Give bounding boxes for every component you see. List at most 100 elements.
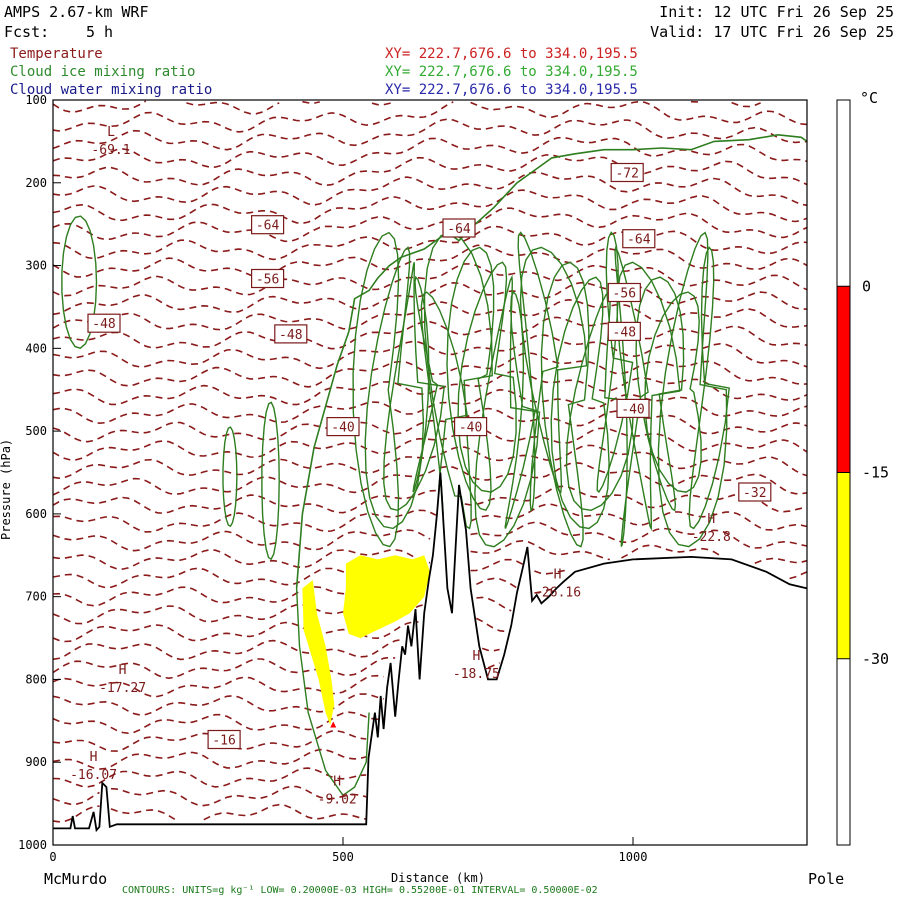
temperature-contour-line — [52, 407, 808, 443]
cloud-ice-contour-line — [519, 246, 588, 494]
temperature-label: -40 — [331, 421, 354, 436]
temperature-label: -16 — [212, 734, 235, 749]
temperature-label: -48 — [613, 325, 636, 340]
temperature-contour-line — [52, 656, 396, 680]
forecast-value: 5 h — [86, 23, 113, 41]
field-temperature: Temperature — [10, 46, 103, 62]
temperature-label: -40 — [621, 402, 644, 417]
valid-time: Valid: 17 UTC Fri 26 Sep 25 — [650, 23, 894, 41]
yellow-fill-regions — [302, 555, 430, 728]
extremum-value: -16.07 — [70, 768, 117, 783]
temperature-contour-line — [52, 136, 808, 168]
temperature-label-box — [610, 162, 644, 183]
colorbar-segment — [837, 472, 850, 659]
extremum-kind: H — [90, 750, 98, 765]
temperature-contour-line — [481, 647, 500, 652]
cloud-ice-contour-line — [423, 231, 493, 530]
temperature-contour-line — [52, 101, 454, 133]
temperature-label-box — [607, 282, 641, 303]
field-cloud-water: Cloud water mixing ratio — [10, 82, 212, 98]
temperature-contour-line — [470, 558, 524, 572]
colorbar-segment — [837, 100, 850, 287]
temperature-label-box — [251, 215, 285, 235]
temperature-label: -64 — [447, 222, 471, 237]
temperature-contour-line — [52, 711, 384, 735]
temperature-contour-line — [487, 662, 500, 669]
cloud-ice-contour-line — [446, 246, 495, 512]
colorbar-segment — [837, 286, 850, 473]
x-end-label: Pole — [808, 870, 844, 888]
cloud-ice-contour-line — [352, 231, 400, 548]
model-title: AMPS 2.67-km WRF — [4, 3, 149, 21]
temperature-label-box — [326, 417, 360, 437]
temperature-label: -48 — [279, 328, 302, 343]
temperature-label-box — [251, 268, 285, 289]
cloud-ice-contour-line — [616, 261, 681, 532]
temperature-contour-line — [302, 100, 320, 105]
temperature-contour-line — [52, 207, 808, 243]
temperature-label: -48 — [92, 317, 115, 332]
y-axis-label: Pressure (hPa) — [0, 439, 13, 540]
temperature-contour-line — [470, 539, 610, 561]
temperature-contour-line — [52, 154, 808, 187]
x-tick-label: 1000 — [619, 850, 648, 864]
cloud-ice-contour-line — [474, 274, 541, 548]
temperature-contour-line — [52, 244, 808, 278]
cloud-ice-contour-line — [540, 261, 590, 548]
temperature-contour-line — [110, 808, 176, 820]
temperature-contour-line — [52, 298, 808, 331]
colorbar-tick-label: -15 — [862, 464, 889, 482]
temperature-contour-line — [52, 805, 100, 823]
x-tick-label: 0 — [49, 850, 56, 864]
temperature-label-box — [274, 324, 308, 344]
temperature-contour-line — [52, 509, 437, 533]
x-axis: 0 500 1000 — [49, 837, 647, 864]
field-cloud-ice-xy: XY= 222.7,676.6 to 334.0,195.5 — [385, 64, 638, 80]
temperature-contour-line — [52, 529, 431, 552]
cloud-ice-contour-line — [295, 588, 370, 797]
extremum-kind: H — [119, 663, 127, 678]
y-axis: 100 200 300 400 500 600 700 800 900 1000 — [18, 93, 61, 852]
cloud-ice-contour-line — [644, 291, 702, 493]
temperature-contour-line — [476, 617, 506, 633]
temperature-contour-line — [52, 281, 807, 316]
plot-area: -72 -64 -64 -64 -56 -56 -48 -48 -48 -40 -40 -40 -32 -… — [52, 99, 808, 846]
temperature-contour-line — [52, 748, 367, 770]
temperature-contour-line — [52, 316, 808, 350]
temperature-label: -32 — [743, 486, 766, 501]
yellow-fill-region — [343, 555, 430, 639]
temperature-contour-line — [476, 596, 512, 612]
temperature-label-box — [616, 398, 650, 418]
y-tick-label: 900 — [25, 755, 47, 769]
temperature-contour-line — [371, 100, 396, 106]
colorbar: 0 -15 -30 — [836, 99, 889, 846]
temperature-contour-line — [754, 557, 808, 564]
temperature-contour-line — [52, 334, 808, 370]
temperature-contour-line — [621, 544, 721, 559]
cloud-ice-contour-line — [504, 290, 537, 529]
temperature-label-box — [607, 321, 641, 341]
terrain-outline — [53, 472, 808, 833]
extrema-labels: L -69.1 H -17.27 H -16.07 H -9.02 H -18.75 H -26.16… — [70, 125, 731, 808]
y-tick-label: 500 — [25, 424, 47, 438]
temperature-contour-line — [690, 100, 703, 103]
init-time: Init: 12 UTC Fri 26 Sep 25 — [659, 3, 894, 21]
cloud-ice-contour-line — [657, 231, 728, 548]
temperature-label-box — [87, 313, 121, 333]
cloud-ice-contour-line — [261, 401, 280, 561]
temperature-labels: -72 -64 -64 -64 -56 -56 -48 -48 -48 -40 -40 -40 -32 -… — [87, 162, 772, 750]
cloud-ice-contour-line — [457, 261, 517, 493]
extremum-value: -22.8 — [692, 530, 731, 545]
x-axis-label: Distance (km) — [391, 871, 485, 885]
temperature-contour-line — [52, 225, 808, 261]
colorbar-tick-label: -30 — [862, 650, 889, 668]
field-cloud-water-xy: XY= 222.7,676.6 to 334.0,195.5 — [385, 82, 638, 98]
red-fill-region — [330, 721, 337, 728]
temperature-label: -56 — [256, 273, 279, 288]
temperature-contour-line — [52, 548, 431, 570]
temperature-contour-line — [52, 426, 808, 461]
x-tick-label: 500 — [332, 850, 354, 864]
y-tick-label: 600 — [25, 507, 47, 521]
colorbar-segment — [837, 658, 850, 846]
